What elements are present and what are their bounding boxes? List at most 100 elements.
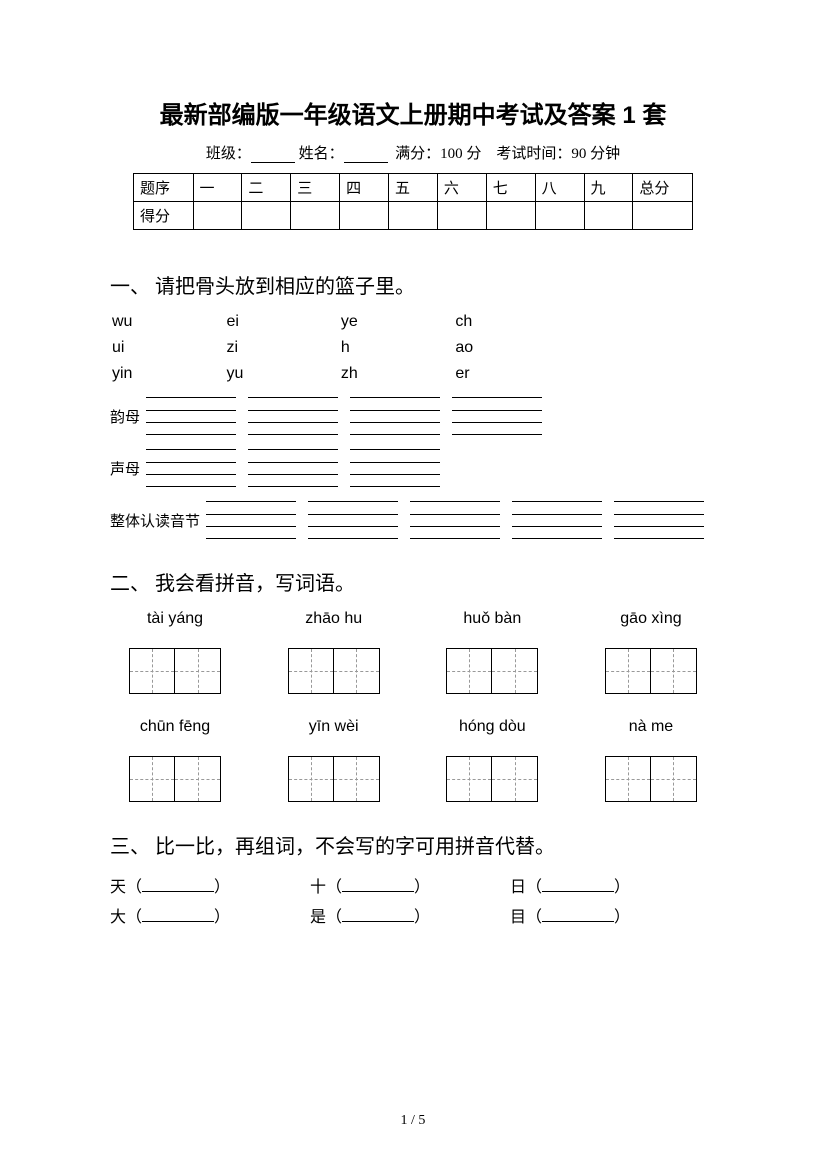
write-box[interactable] <box>146 397 236 435</box>
score-cell[interactable] <box>340 202 389 230</box>
write-box[interactable] <box>308 501 398 539</box>
char-box[interactable] <box>605 648 651 694</box>
char-box[interactable] <box>288 756 334 802</box>
pinyin-item: yu <box>226 365 336 383</box>
q2-item: hóng dòu <box>427 718 557 746</box>
q1-category-row: 声母 <box>110 449 716 487</box>
score-cell[interactable] <box>291 202 340 230</box>
score-cell[interactable] <box>584 202 633 230</box>
score-col: 七 <box>486 174 535 202</box>
page-title: 最新部编版一年级语文上册期中考试及答案 1 套 <box>110 95 716 130</box>
char-box[interactable] <box>492 648 538 694</box>
write-box[interactable] <box>248 397 338 435</box>
score-col: 一 <box>193 174 242 202</box>
char-box[interactable] <box>129 756 175 802</box>
q2-pinyin: chūn fēng <box>110 718 240 736</box>
char-box[interactable] <box>446 648 492 694</box>
score-col: 八 <box>535 174 584 202</box>
pinyin-item: er <box>455 365 565 383</box>
q3-item: 日（） <box>510 873 710 897</box>
pinyin-item: ui <box>112 339 222 357</box>
pinyin-item: ch <box>455 313 565 331</box>
pinyin-item: zi <box>226 339 336 357</box>
score-col: 五 <box>389 174 438 202</box>
score-header-label: 题序 <box>134 174 194 202</box>
score-cell[interactable] <box>437 202 486 230</box>
class-blank[interactable] <box>251 148 295 163</box>
write-box[interactable] <box>146 449 236 487</box>
q3-blank[interactable] <box>542 908 614 922</box>
q1-category-label: 韵母 <box>110 406 140 427</box>
q1-pinyin-list: wu ei ye ch ui zi h ao yin yu zh er <box>112 313 716 383</box>
char-box[interactable] <box>334 756 380 802</box>
score-cell[interactable] <box>486 202 535 230</box>
info-line: 班级： 姓名： 满分：100 分 考试时间：90 分钟 <box>110 142 716 163</box>
page-footer: 1 / 5 <box>0 1113 826 1129</box>
name-blank[interactable] <box>344 148 388 163</box>
score-col: 六 <box>437 174 486 202</box>
char-box[interactable] <box>288 648 334 694</box>
q2-item: zhāo hu <box>269 610 399 638</box>
score-cell[interactable] <box>193 202 242 230</box>
q2-pinyin: zhāo hu <box>269 610 399 628</box>
q3-title: 三、 比一比，再组词，不会写的字可用拼音代替。 <box>110 830 716 859</box>
q2-item: huǒ bàn <box>427 610 557 638</box>
pinyin-item: zh <box>341 365 451 383</box>
write-box[interactable] <box>206 501 296 539</box>
char-box[interactable] <box>129 648 175 694</box>
write-box[interactable] <box>512 501 602 539</box>
score-col: 二 <box>242 174 291 202</box>
q3-blank[interactable] <box>542 878 614 892</box>
write-box[interactable] <box>452 397 542 435</box>
q1-category-row: 韵母 <box>110 397 716 435</box>
score-cell[interactable] <box>535 202 584 230</box>
time-label: 考试时间：90 分钟 <box>496 146 620 162</box>
q2-pinyin: huǒ bàn <box>427 610 557 628</box>
write-box[interactable] <box>350 449 440 487</box>
score-cell[interactable] <box>242 202 291 230</box>
score-col: 九 <box>584 174 633 202</box>
name-label: 姓名： <box>299 146 344 162</box>
q3-item: 十（） <box>310 873 510 897</box>
char-box[interactable] <box>651 756 697 802</box>
pinyin-item: ei <box>226 313 336 331</box>
q2-item: yīn wèi <box>269 718 399 746</box>
q3-blank[interactable] <box>342 908 414 922</box>
q3-blank[interactable] <box>142 878 214 892</box>
q2-pinyin: tài yáng <box>110 610 240 628</box>
q2-item: nà me <box>586 718 716 746</box>
write-box[interactable] <box>614 501 704 539</box>
q2-pinyin: yīn wèi <box>269 718 399 736</box>
char-box[interactable] <box>446 756 492 802</box>
q3-item: 天（） <box>110 873 310 897</box>
score-col: 三 <box>291 174 340 202</box>
q3-item: 是（） <box>310 903 510 927</box>
pinyin-item: h <box>341 339 451 357</box>
score-cell[interactable] <box>389 202 438 230</box>
write-box[interactable] <box>350 397 440 435</box>
score-col-total: 总分 <box>633 174 693 202</box>
pinyin-item: ao <box>455 339 565 357</box>
q3-blank[interactable] <box>142 908 214 922</box>
char-box[interactable] <box>651 648 697 694</box>
q2-pinyin: nà me <box>586 718 716 736</box>
write-box[interactable] <box>248 449 338 487</box>
score-row-label: 得分 <box>134 202 194 230</box>
char-box[interactable] <box>492 756 538 802</box>
write-box[interactable] <box>410 501 500 539</box>
q1-title: 一、 请把骨头放到相应的篮子里。 <box>110 270 716 299</box>
q3-blank[interactable] <box>342 878 414 892</box>
pinyin-item: ye <box>341 313 451 331</box>
score-col: 四 <box>340 174 389 202</box>
class-label: 班级： <box>206 146 251 162</box>
q2-item: chūn fēng <box>110 718 240 746</box>
char-box[interactable] <box>334 648 380 694</box>
score-table: 题序 一 二 三 四 五 六 七 八 九 总分 得分 <box>133 173 693 230</box>
q2-item: gāo xìng <box>586 610 716 638</box>
char-box[interactable] <box>175 756 221 802</box>
q2-title: 二、 我会看拼音，写词语。 <box>110 567 716 596</box>
q3-item: 大（） <box>110 903 310 927</box>
char-box[interactable] <box>175 648 221 694</box>
score-cell[interactable] <box>633 202 693 230</box>
char-box[interactable] <box>605 756 651 802</box>
